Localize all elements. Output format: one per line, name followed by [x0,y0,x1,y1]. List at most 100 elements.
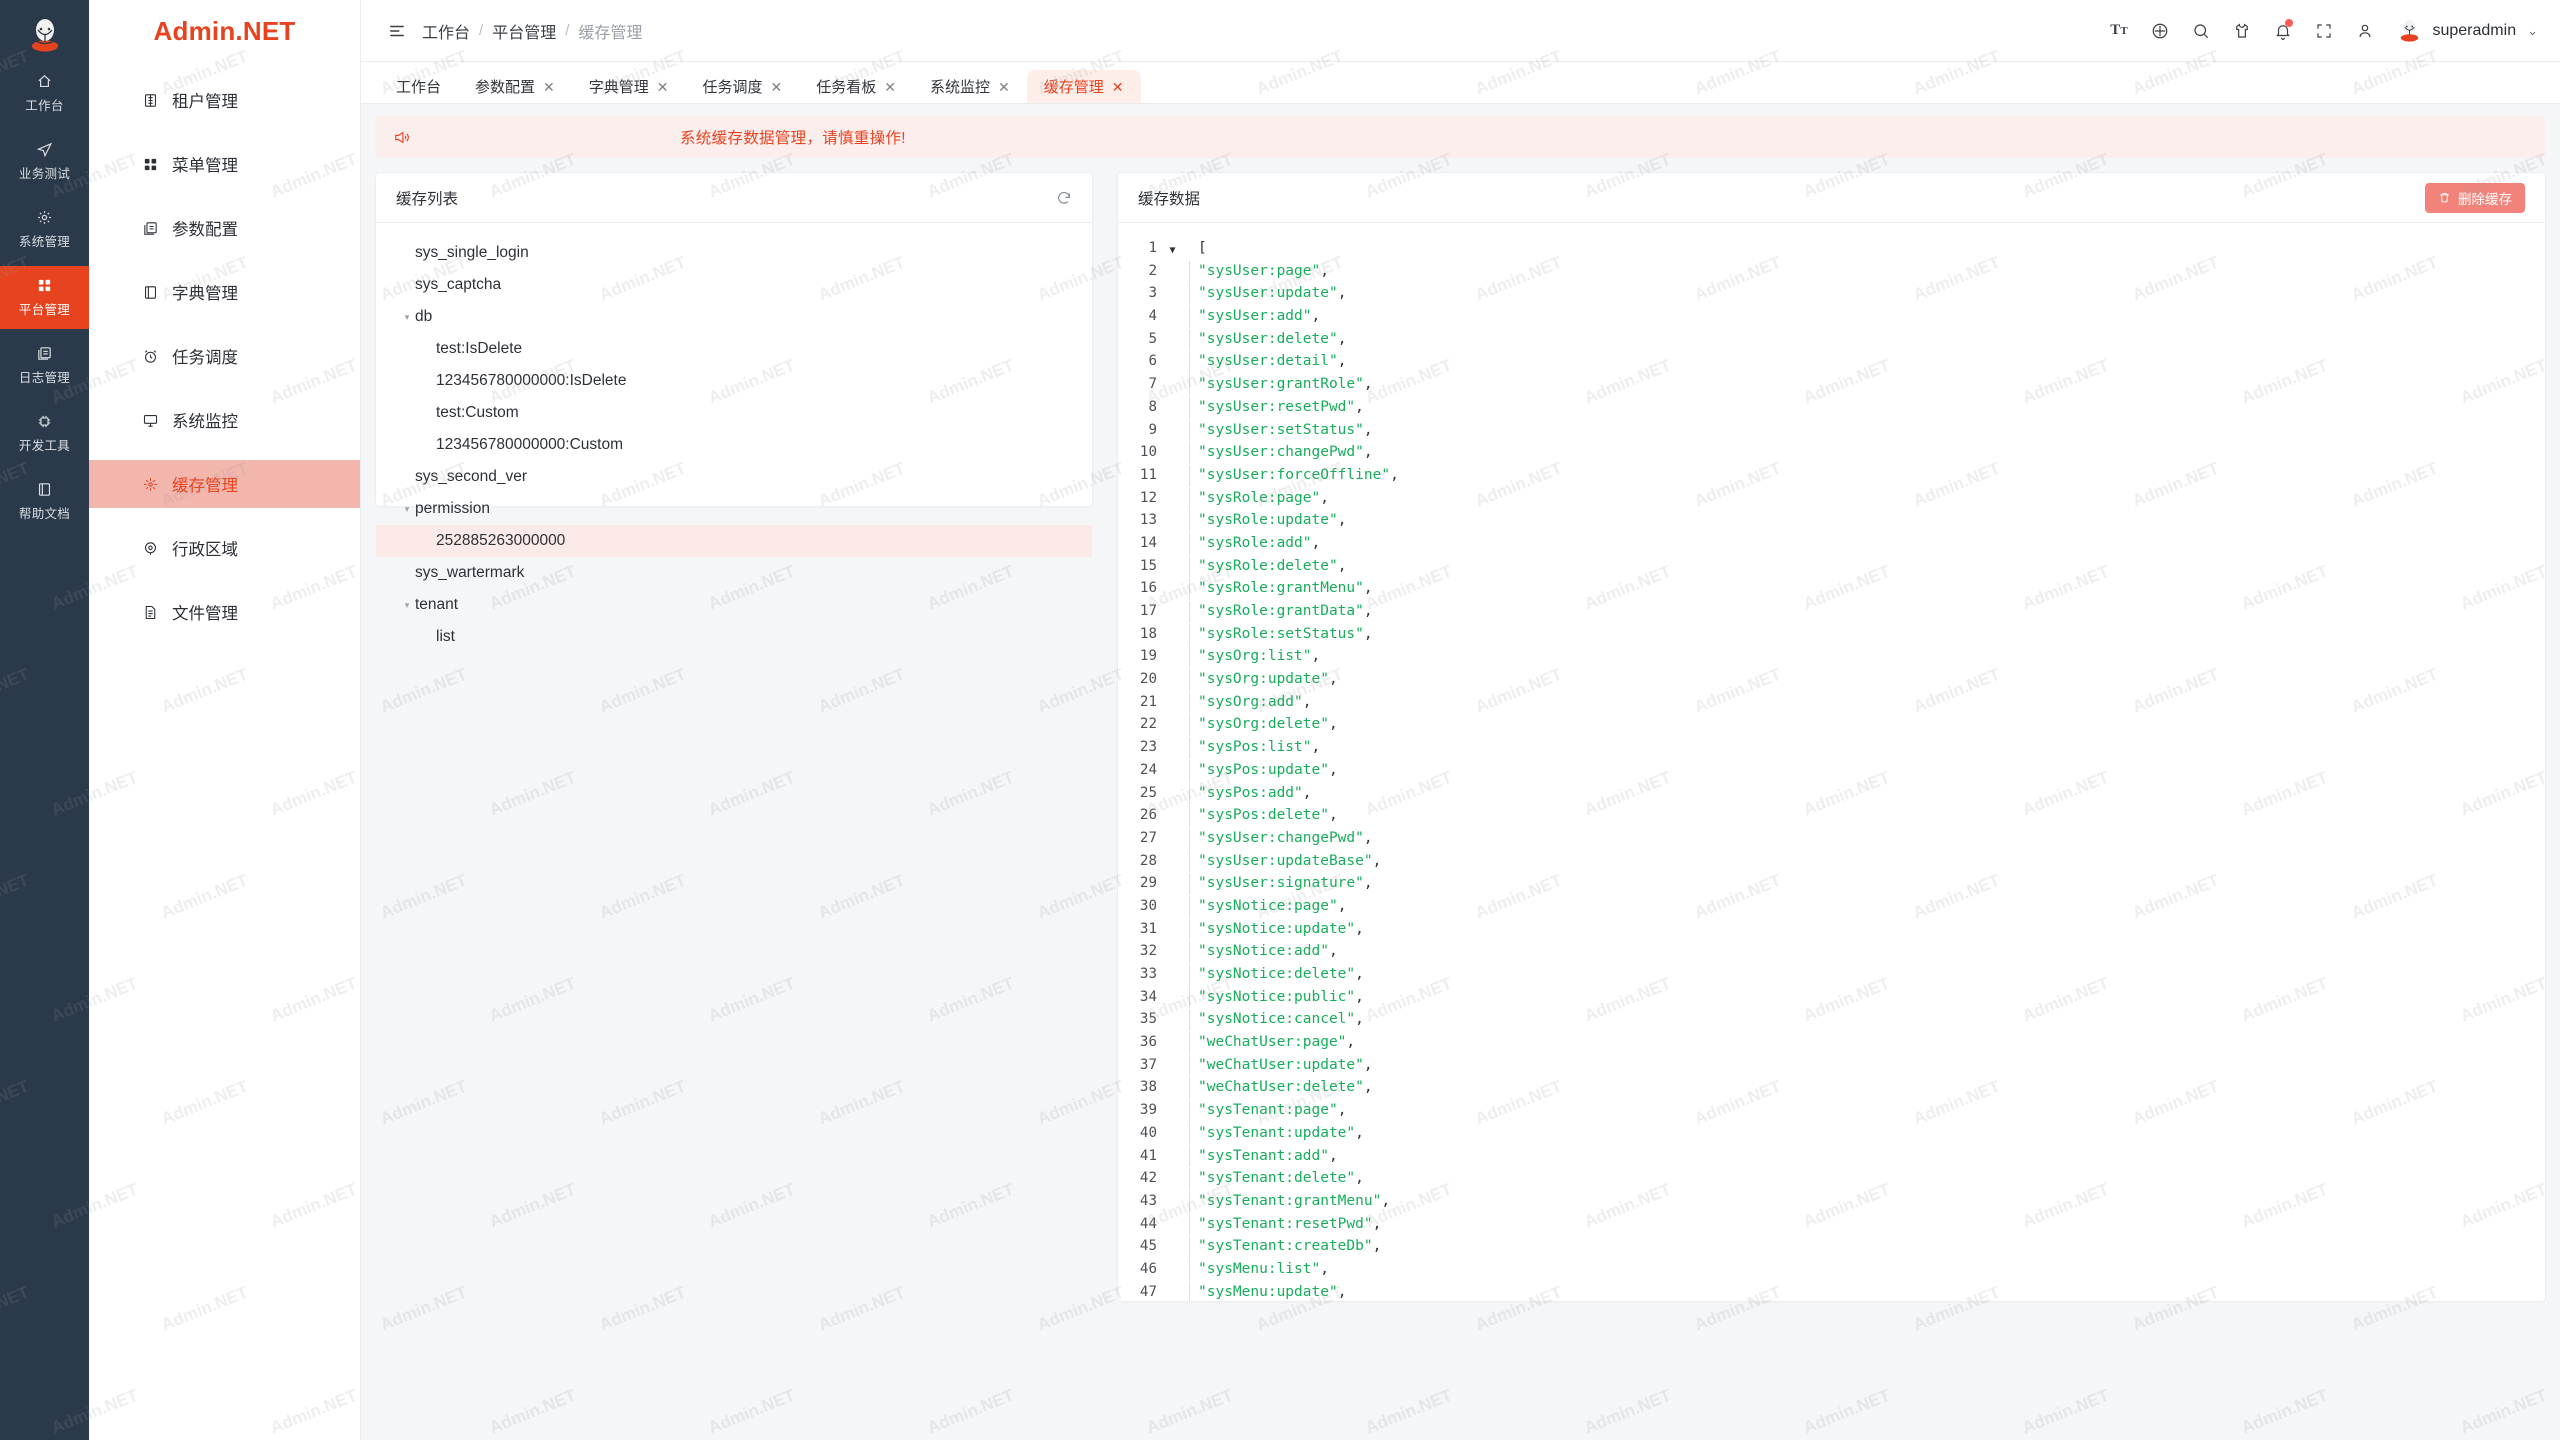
tree-node[interactable]: test:IsDelete [376,333,1092,365]
submenu-item-2[interactable]: 参数配置 [89,204,360,252]
code-line: 18 "sysRole:setStatus", [1118,623,2545,646]
submenu-item-6[interactable]: 缓存管理 [89,460,360,508]
submenu-item-3[interactable]: 字典管理 [89,268,360,316]
code-text: "sysUser:signature", [1198,872,1373,895]
json-comma: , [1311,739,1321,756]
font-size-icon[interactable]: TT [2110,22,2128,38]
app-logo[interactable] [0,0,89,62]
json-viewer[interactable]: 1 ▼ [2 "sysUser:page", 3 "sysUser:update", 4 "s… [1118,223,2545,1301]
line-number: 30 [1139,897,1157,914]
fold-toggle-icon[interactable]: ▼ [1169,245,1176,256]
rail-item-2[interactable]: 系统管理 [0,198,89,261]
json-comma: , [1363,1056,1373,1073]
line-number: 1 [1148,240,1157,256]
tab-4[interactable]: 任务看板 ✕ [799,70,913,103]
tree-node[interactable]: 123456780000000:IsDelete [376,365,1092,397]
tree-node[interactable]: sys_wartermark [376,557,1092,589]
fold-spacer [1164,1031,1181,1034]
tab-close-icon[interactable]: ✕ [884,78,897,95]
tree-node[interactable]: ▾ permission [376,493,1092,525]
top-header: 工作台 / 平台管理 / 缓存管理 TT [361,0,2560,62]
fold-spacer [1164,464,1181,467]
tree-node[interactable]: list [376,621,1092,653]
delete-cache-button[interactable]: 删除缓存 [2425,182,2525,213]
tab-6[interactable]: 缓存管理 ✕ [1026,70,1141,103]
hamburger-icon[interactable] [388,22,406,40]
search-icon[interactable] [2180,10,2221,51]
fold-spacer [1164,1190,1181,1193]
tab-0[interactable]: 工作台 [379,70,458,103]
user-menu[interactable]: superadmin ⌄ [2396,17,2538,44]
code-text: "sysTenant:delete", [1198,1167,1364,1190]
chevron-down-icon[interactable]: ▾ [404,599,410,610]
code-text: "sysPos:list", [1198,736,1320,759]
language-globe-icon[interactable] [2139,10,2180,51]
tab-1[interactable]: 参数配置 ✕ [458,70,572,103]
code-line: 35 "sysNotice:cancel", [1118,1008,2545,1032]
tab-close-icon[interactable]: ✕ [1111,78,1124,95]
fullscreen-icon[interactable] [2303,10,2344,51]
submenu-item-8[interactable]: 文件管理 [89,588,360,636]
submenu-item-0[interactable]: 租户管理 [89,76,360,124]
breadcrumb-item-1[interactable]: 平台管理 [492,24,557,42]
rail-item-3[interactable]: 平台管理 [0,266,89,329]
json-string-value: "sysTenant:delete" [1198,1170,1356,1187]
rail-item-6[interactable]: 帮助文档 [0,470,89,533]
breadcrumb-separator: / [479,22,484,39]
line-number: 3 [1148,285,1157,302]
json-comma: , [1355,1011,1364,1028]
submenu-item-7[interactable]: 行政区域 [89,524,360,572]
line-number: 23 [1139,739,1157,756]
rail-item-label: 开发工具 [18,439,71,453]
fold-spacer [1164,373,1181,376]
tree-node[interactable]: sys_captcha [376,269,1092,301]
account-icon[interactable] [2344,10,2385,51]
rail-item-4[interactable]: 日志管理 [0,334,89,397]
tab-5[interactable]: 系统监控 ✕ [913,70,1027,103]
tab-close-icon[interactable]: ✕ [998,78,1010,95]
line-number: 43 [1139,1192,1157,1209]
code-text: "sysOrg:list", [1198,645,1320,668]
json-comma: , [1328,671,1338,688]
tab-close-icon[interactable]: ✕ [543,78,555,95]
panes-row: 缓存列表 sys_single_login sys_captcha ▾ db test:… [375,172,2546,1302]
code-text: "weChatUser:update", [1198,1054,1373,1077]
json-comma: , [1363,580,1373,597]
chevron-down-icon[interactable]: ▾ [404,503,410,514]
breadcrumb-item-0[interactable]: 工作台 [422,24,471,42]
tree-node[interactable]: 252885263000000 [376,525,1092,557]
code-line: 1 ▼ [ [1118,237,2545,260]
submenu-item-4[interactable]: 任务调度 [89,332,360,380]
rail-item-0[interactable]: 工作台 [0,62,89,125]
tab-close-icon[interactable]: ✕ [656,78,669,95]
code-text: "sysUser:changePwd", [1198,827,1373,850]
tree-node[interactable]: sys_single_login [376,237,1092,269]
tree-node[interactable]: 123456780000000:Custom [376,429,1092,461]
json-comma: , [1355,966,1364,982]
code-text: "sysPos:add", [1198,782,1312,805]
tree-node[interactable]: ▾ db [376,301,1092,333]
line-number: 45 [1139,1238,1157,1255]
chevron-down-icon[interactable]: ▾ [404,311,410,322]
fold-spacer [1164,1167,1181,1170]
tree-node[interactable]: sys_second_ver [376,461,1092,493]
tab-3[interactable]: 任务调度 ✕ [686,70,800,103]
submenu-item-5[interactable]: 系统监控 [89,396,360,444]
submenu-item-1[interactable]: 菜单管理 [89,140,360,188]
code-line: 33 "sysNotice:delete", [1118,963,2545,986]
tab-label: 任务调度 [702,79,763,96]
tree-node[interactable]: ▾ tenant [376,589,1092,621]
tab-2[interactable]: 字典管理 ✕ [572,70,686,103]
theme-shirt-icon[interactable] [2221,10,2262,51]
brand-title: Admin.NET [153,15,296,46]
rail-item-5[interactable]: 开发工具 [0,402,89,465]
tab-close-icon[interactable]: ✕ [770,78,783,95]
refresh-icon[interactable] [1056,190,1072,206]
tree-node[interactable]: test:Custom [376,397,1092,429]
code-text: "sysPos:delete", [1198,804,1338,827]
rail-item-1[interactable]: 业务测试 [0,130,89,193]
notification-bell-icon[interactable] [2262,10,2303,51]
line-number: 4 [1148,308,1157,325]
indent-guide [1189,1190,1190,1213]
buddha-logo-icon [31,19,58,52]
